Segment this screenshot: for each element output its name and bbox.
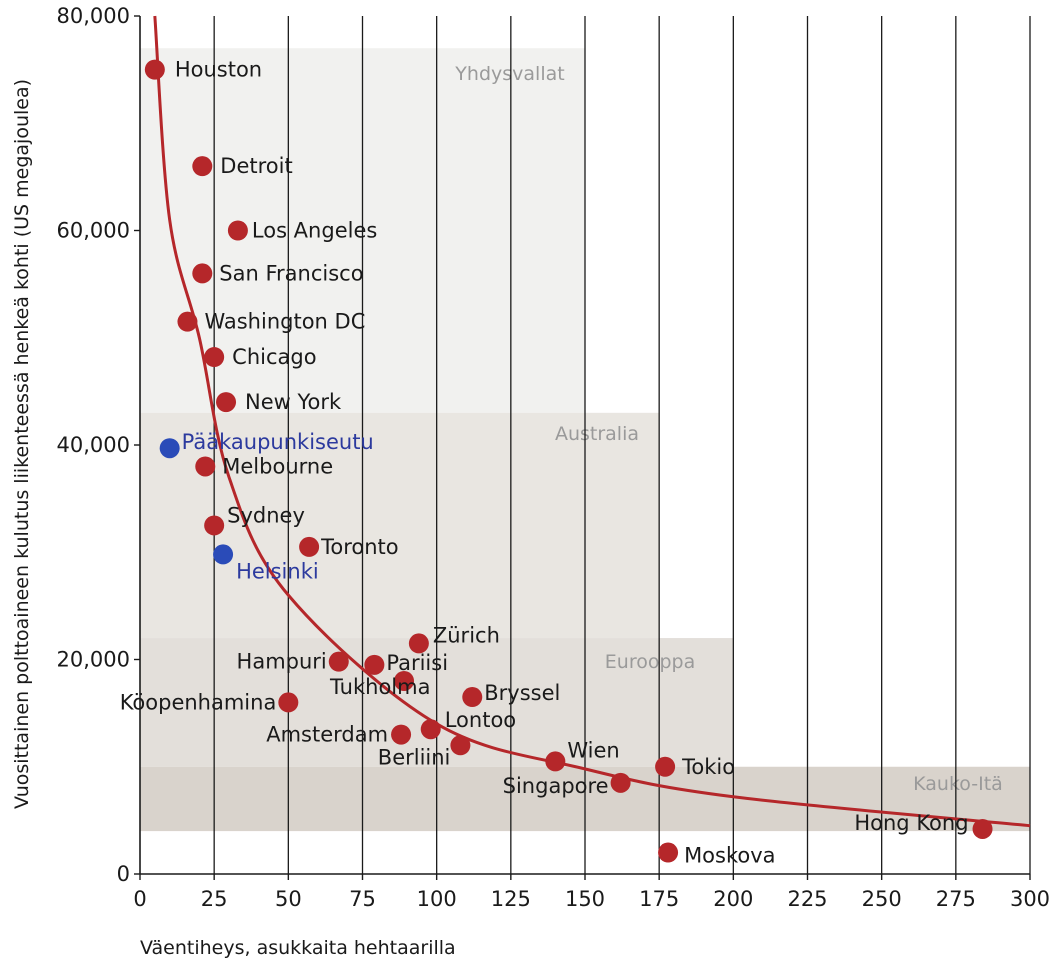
data-label: Detroit — [220, 154, 292, 178]
data-point — [159, 438, 180, 459]
data-label: Helsinki — [236, 559, 319, 583]
x-tick-label: 300 — [1010, 887, 1050, 911]
data-label: Toronto — [320, 535, 399, 559]
data-label: Hong Kong — [854, 811, 968, 835]
data-point — [299, 536, 320, 557]
data-point — [658, 842, 679, 863]
vertical-gridlines — [213, 16, 1031, 874]
data-label: Pariisi — [386, 651, 448, 675]
data-point — [195, 456, 216, 477]
data-point — [408, 633, 429, 654]
data-point — [216, 392, 237, 413]
data-label: Lontoo — [445, 708, 516, 732]
data-point — [278, 692, 299, 713]
x-tick-label: 75 — [349, 887, 376, 911]
x-tick-label: 25 — [201, 887, 228, 911]
x-tick-label: 0 — [133, 887, 146, 911]
data-label: Tukholma — [329, 675, 430, 699]
y-tick-label: 80,000 — [57, 4, 130, 28]
region-label: Yhdysvallat — [454, 63, 564, 85]
data-point — [391, 724, 412, 745]
data-label: San Francisco — [219, 261, 363, 285]
data-point — [213, 544, 234, 565]
data-point — [192, 263, 213, 284]
data-label: Los Angeles — [252, 219, 377, 243]
data-point — [972, 818, 993, 839]
y-axis-title: Vuosittainen polttoaineen kulutus liiken… — [11, 79, 33, 809]
y-tick-label: 60,000 — [57, 219, 130, 243]
data-label: Houston — [175, 58, 262, 82]
data-label: Moskova — [684, 844, 775, 868]
data-label: Tokio — [681, 755, 735, 779]
x-tick-label: 125 — [491, 887, 531, 911]
axes: 0 25 50 75 100 125 150 175 200 225 250 275 300 0 20,00… — [57, 4, 1051, 911]
data-label: Pääkaupunkiseutu — [182, 430, 374, 454]
x-tick-label: 175 — [639, 887, 679, 911]
x-tick-label: 150 — [565, 887, 605, 911]
data-point — [204, 515, 225, 536]
data-point — [394, 670, 415, 691]
data-point — [420, 719, 441, 740]
data-labels: Houston Detroit Los Angeles San Francisco Wa… — [120, 58, 969, 868]
trend-line-group — [153, 15, 1031, 828]
data-point — [177, 311, 198, 332]
data-label: Chicago — [232, 345, 316, 369]
data-point — [364, 654, 385, 675]
y-tick-label: 40,000 — [57, 433, 130, 457]
data-label: Zürich — [433, 623, 500, 647]
y-tick-label: 20,000 — [57, 648, 130, 672]
data-point — [204, 347, 225, 368]
data-point — [450, 735, 471, 756]
data-points — [144, 59, 993, 863]
data-point — [328, 651, 349, 672]
region-label: Kauko-Itä — [913, 773, 1003, 795]
data-label: New York — [245, 390, 342, 414]
x-tick-label: 225 — [787, 887, 827, 911]
data-label: Melbourne — [222, 454, 333, 478]
data-label: Hampuri — [237, 650, 327, 674]
data-point — [462, 687, 483, 708]
x-tick-label: 50 — [275, 887, 302, 911]
data-label: Bryssel — [484, 681, 560, 705]
data-label: Berliini — [378, 745, 451, 769]
y-tick-label: 0 — [117, 862, 130, 886]
trend-line — [153, 15, 1031, 828]
region-label: Eurooppa — [605, 651, 695, 673]
data-label: Köopenhamina — [120, 690, 277, 714]
x-axis-title: Väentiheys, asukkaita hehtaarilla — [140, 937, 456, 959]
x-tick-label: 100 — [417, 887, 457, 911]
x-tick-label: 275 — [936, 887, 976, 911]
data-label: Washington DC — [204, 310, 365, 334]
region-label: Australia — [555, 423, 639, 445]
data-label: Amsterdam — [266, 723, 388, 747]
x-tick-label: 250 — [862, 887, 902, 911]
region-band — [140, 412, 660, 639]
data-label: Sydney — [227, 503, 305, 527]
data-point — [655, 756, 676, 777]
x-tick-label: 200 — [713, 887, 753, 911]
data-point — [144, 59, 165, 80]
data-point — [545, 751, 566, 772]
data-point — [227, 220, 248, 241]
data-label: Singapore — [503, 774, 609, 798]
data-point — [610, 772, 631, 793]
data-label: Wien — [567, 738, 619, 762]
data-point — [192, 156, 213, 177]
